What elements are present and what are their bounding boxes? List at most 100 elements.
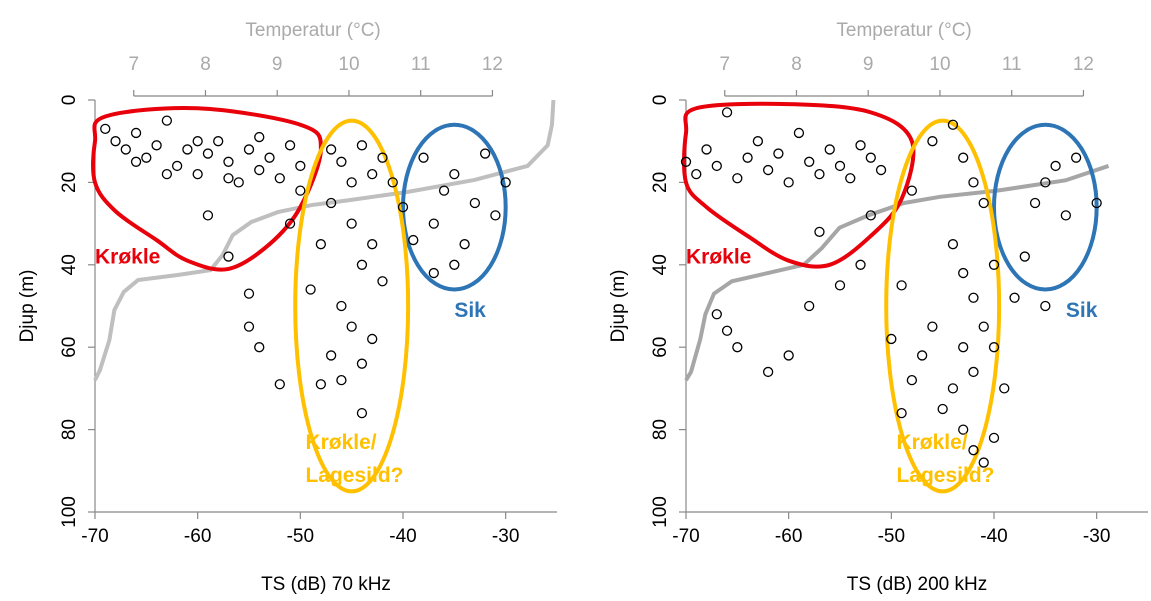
x-tick-label: -70 <box>81 526 108 547</box>
sik-region <box>992 122 1099 292</box>
point <box>500 177 511 188</box>
point <box>875 164 887 176</box>
annotation: Lagesild? <box>896 464 994 487</box>
point <box>845 173 856 184</box>
point <box>130 127 142 139</box>
annotation: Krøkle <box>95 246 160 269</box>
point <box>490 210 501 221</box>
point <box>721 107 733 118</box>
point <box>814 226 825 237</box>
point <box>418 152 429 163</box>
point <box>691 169 702 180</box>
point <box>274 379 285 390</box>
annotation: Krøkle <box>686 246 751 269</box>
point <box>752 136 764 147</box>
y-tick-label: 0 <box>59 95 80 106</box>
point <box>377 276 388 287</box>
point <box>927 321 938 332</box>
x2-tick-label: 8 <box>791 54 802 75</box>
point <box>958 152 969 163</box>
x-tick-label: -30 <box>1083 526 1110 547</box>
point <box>793 127 805 139</box>
point <box>1040 177 1051 188</box>
sik-region <box>401 122 508 292</box>
point <box>192 136 203 147</box>
point <box>325 144 337 155</box>
x2-tick-label: 8 <box>200 54 211 75</box>
y-axis-title: Djup (m) <box>608 270 629 343</box>
point <box>367 333 378 345</box>
point <box>233 177 244 188</box>
point <box>968 366 979 378</box>
x-tick-label: -40 <box>389 526 416 547</box>
point <box>1060 210 1072 221</box>
point <box>161 115 173 126</box>
point <box>295 185 306 196</box>
point <box>855 140 866 151</box>
point <box>315 379 327 390</box>
point <box>325 197 337 209</box>
point <box>732 173 743 184</box>
y-tick-label: 100 <box>59 496 80 528</box>
annotation: Krøkle/ <box>896 431 967 454</box>
lagesild-region <box>293 118 411 494</box>
point <box>274 173 285 184</box>
point <box>1050 160 1061 172</box>
x2-axis-title: Temperatur (°C) <box>245 20 380 41</box>
annotation: Sik <box>454 299 486 322</box>
point <box>1009 292 1020 303</box>
point <box>387 177 398 188</box>
y-tick-label: 40 <box>59 254 80 275</box>
point <box>988 432 1000 443</box>
point <box>202 210 214 221</box>
point <box>978 197 989 209</box>
point <box>254 164 265 176</box>
x2-tick-label: 10 <box>338 54 359 75</box>
point <box>783 350 794 361</box>
point <box>346 177 357 188</box>
point <box>978 321 989 332</box>
krokle-region <box>91 105 323 272</box>
y-tick-label: 20 <box>59 172 80 193</box>
point <box>479 148 491 159</box>
x2-axis-title: Temperatur (°C) <box>836 20 971 41</box>
point <box>1040 300 1051 312</box>
point <box>151 140 162 151</box>
point <box>315 239 327 250</box>
point <box>213 136 224 147</box>
annotation: Sik <box>1066 299 1098 322</box>
point <box>947 119 959 130</box>
point <box>243 321 255 332</box>
point <box>284 218 296 229</box>
point <box>916 350 928 361</box>
point <box>968 445 979 456</box>
point <box>988 259 1000 270</box>
point <box>896 407 907 419</box>
point <box>865 152 876 163</box>
point <box>1070 152 1082 163</box>
point <box>223 173 234 184</box>
point <box>711 160 722 172</box>
point <box>1091 197 1102 209</box>
x2-tick-label: 10 <box>929 54 950 75</box>
point <box>141 152 152 163</box>
point <box>762 366 774 378</box>
y-tick-label: 60 <box>59 337 80 358</box>
point <box>865 210 876 221</box>
point <box>958 342 969 353</box>
point <box>834 160 846 172</box>
point <box>958 267 969 279</box>
point <box>356 407 368 419</box>
x2-tick-label: 9 <box>272 54 283 75</box>
point <box>721 325 733 336</box>
lagesild-region <box>884 118 1002 494</box>
point <box>428 267 439 279</box>
temperature-profile <box>684 164 1110 382</box>
point <box>459 239 470 250</box>
point <box>243 144 255 155</box>
point <box>110 136 121 147</box>
point <box>449 259 460 270</box>
point <box>896 280 907 291</box>
point <box>192 169 203 180</box>
